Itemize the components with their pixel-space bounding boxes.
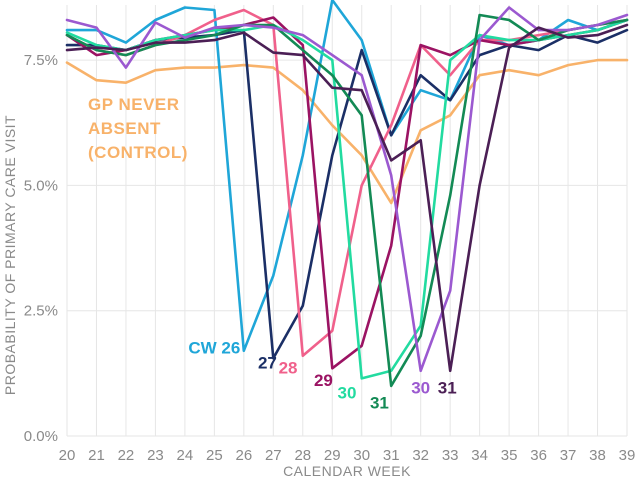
annotation-line-1: GP NEVER — [88, 95, 180, 114]
series-line-1 — [65, 0, 629, 353]
y-tick-label: 7.5% — [24, 52, 58, 69]
y-tick-label: 0.0% — [24, 428, 58, 445]
x-tick-label: 29 — [324, 447, 341, 464]
label-layer: CW 26 27 28 29 30 31 30 31 — [188, 338, 456, 412]
y-tick-label: 2.5% — [24, 303, 58, 320]
x-tick-label: 26 — [235, 447, 252, 464]
control-annotation: GP NEVER ABSENT (CONTROL) — [88, 95, 188, 162]
x-tick-label: 36 — [530, 447, 547, 464]
series-label: 29 — [314, 371, 333, 390]
y-tick-label: 5.0% — [24, 177, 58, 194]
annotation-line-3: (CONTROL) — [88, 143, 188, 162]
x-tick-label: 33 — [442, 447, 459, 464]
series-label: 27 — [258, 353, 277, 372]
series-label: CW 26 — [188, 338, 240, 357]
series-label: 31 — [438, 378, 457, 397]
x-tick-label: 23 — [147, 447, 164, 464]
series-line-2 — [65, 28, 629, 360]
x-tick-label: 27 — [265, 447, 282, 464]
series-label: 31 — [370, 393, 389, 412]
series-line-7 — [65, 6, 629, 373]
y-axis-label: PROBABILITY OF PRIMARY CARE VISIT — [2, 115, 18, 395]
series-label: 30 — [338, 383, 357, 402]
annotation-line-2: ABSENT — [88, 119, 161, 138]
series-line-8 — [65, 23, 629, 373]
series-line-6 — [65, 13, 629, 388]
x-tick-label: 34 — [471, 447, 488, 464]
series-line-0 — [65, 58, 629, 205]
series-layer — [65, 0, 629, 388]
x-tick-label: 21 — [88, 447, 105, 464]
axis-layer: 20 21 22 23 24 25 26 27 28 29 30 31 32 33 34 35 36 37 38 39… — [24, 52, 636, 464]
series-line-4 — [65, 16, 629, 370]
series-line-5 — [65, 18, 629, 380]
x-tick-label: 30 — [353, 447, 370, 464]
series-label: 28 — [279, 358, 298, 377]
x-axis-label: CALENDAR WEEK — [283, 463, 411, 479]
x-tick-label: 37 — [560, 447, 577, 464]
x-tick-label: 39 — [619, 447, 636, 464]
x-tick-label: 38 — [589, 447, 606, 464]
x-tick-label: 28 — [294, 447, 311, 464]
x-tick-label: 25 — [206, 447, 223, 464]
series-line-3 — [65, 8, 629, 358]
x-tick-label: 22 — [118, 447, 135, 464]
x-tick-label: 20 — [59, 447, 76, 464]
x-tick-label: 31 — [383, 447, 400, 464]
x-tick-label: 24 — [177, 447, 194, 464]
x-tick-label: 35 — [501, 447, 518, 464]
series-label: 30 — [411, 378, 430, 397]
x-tick-label: 32 — [412, 447, 429, 464]
